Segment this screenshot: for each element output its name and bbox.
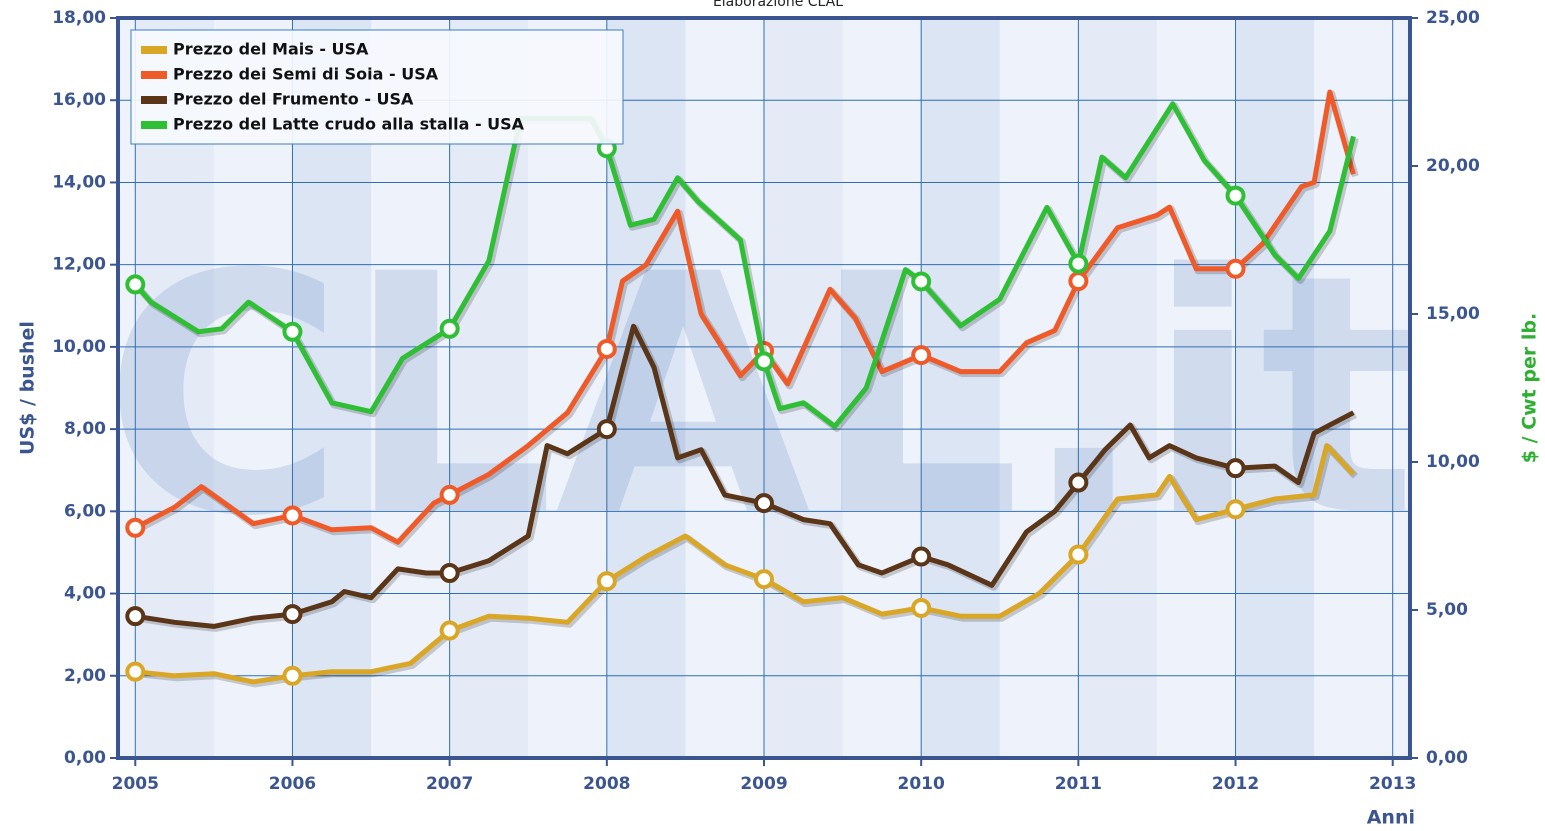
x-axis-label: Anni xyxy=(1367,807,1415,829)
point-marker xyxy=(911,345,932,366)
y-tick-label: 10,00 xyxy=(52,337,106,357)
legend-swatch xyxy=(141,46,167,54)
point-marker xyxy=(596,571,617,592)
legend-label: Prezzo dei Semi di Soia - USA xyxy=(173,65,439,84)
y2-axis-label: $ / Cwt per lb. xyxy=(1519,313,1541,463)
y2-tick-label: 20,00 xyxy=(1426,156,1480,176)
x-tick-label: 2010 xyxy=(898,774,945,794)
y-tick-label: 12,00 xyxy=(52,255,106,275)
watermark: CLAL.it xyxy=(103,204,1417,588)
x-tick-label: 2005 xyxy=(112,774,159,794)
legend-label: Prezzo del Latte crudo alla stalla - USA xyxy=(173,115,525,134)
y2-tick-label: 0,00 xyxy=(1426,748,1468,768)
point-marker xyxy=(1225,458,1246,479)
series-line xyxy=(135,443,1356,685)
legend-swatch xyxy=(141,71,167,79)
point-marker xyxy=(1225,258,1246,279)
point-marker xyxy=(1068,544,1089,565)
legend-swatch xyxy=(141,121,167,129)
x-tick-label: 2006 xyxy=(269,774,316,794)
point-marker xyxy=(125,606,146,627)
point-marker xyxy=(1068,472,1089,493)
x-tick-label: 2007 xyxy=(426,774,473,794)
point-marker xyxy=(596,419,617,440)
point-marker xyxy=(439,484,460,505)
point-marker xyxy=(282,604,303,625)
legend-swatch xyxy=(141,96,167,104)
x-tick-label: 2011 xyxy=(1055,774,1102,794)
point-marker xyxy=(439,563,460,583)
y-tick-label: 16,00 xyxy=(52,90,106,110)
x-tick-label: 2012 xyxy=(1212,774,1259,794)
point-marker xyxy=(754,493,774,514)
legend-label: Prezzo del Frumento - USA xyxy=(173,90,414,109)
y2-tick-label: 25,00 xyxy=(1426,8,1480,28)
y-tick-label: 4,00 xyxy=(64,584,106,604)
point-marker xyxy=(911,546,932,567)
legend-box xyxy=(130,29,624,145)
point-marker xyxy=(1068,253,1089,274)
band xyxy=(1235,18,1315,758)
point-marker xyxy=(911,597,932,618)
x-tick-label: 2009 xyxy=(740,774,787,794)
point-marker xyxy=(754,569,774,590)
y-tick-label: 0,00 xyxy=(64,748,106,768)
point-marker xyxy=(911,271,932,292)
y2-tick-label: 10,00 xyxy=(1426,452,1480,472)
series-line xyxy=(134,323,1355,629)
point-marker xyxy=(282,665,303,686)
series-line xyxy=(133,101,1356,429)
band xyxy=(1078,18,1157,758)
y-tick-label: 2,00 xyxy=(64,666,106,686)
point-marker xyxy=(754,351,774,372)
point-marker xyxy=(282,505,303,526)
point-marker xyxy=(282,321,303,342)
point-marker xyxy=(1068,271,1089,292)
band xyxy=(764,18,843,758)
legend-label: Prezzo del Mais - USA xyxy=(173,40,369,59)
point-marker xyxy=(1225,185,1246,206)
y-tick-label: 8,00 xyxy=(64,419,106,439)
y-axis-label: US$ / bushel xyxy=(17,321,39,455)
point-marker xyxy=(596,338,617,359)
point-marker xyxy=(125,274,146,295)
y2-tick-label: 15,00 xyxy=(1426,304,1480,324)
band xyxy=(921,18,1000,758)
point-marker xyxy=(125,661,146,682)
x-tick-label: 2013 xyxy=(1369,774,1416,794)
series-line xyxy=(134,89,1356,545)
point-marker xyxy=(439,318,460,339)
subtitle: Elaborazione CLAL xyxy=(713,0,843,10)
x-tick-label: 2008 xyxy=(583,774,630,794)
plot-frame xyxy=(116,16,1412,760)
y-tick-label: 18,00 xyxy=(52,8,106,28)
y2-tick-label: 5,00 xyxy=(1426,600,1468,620)
y-tick-label: 6,00 xyxy=(64,501,106,521)
y-tick-label: 14,00 xyxy=(52,172,106,192)
point-marker xyxy=(125,517,146,538)
point-marker xyxy=(439,620,460,641)
point-marker xyxy=(1225,499,1246,520)
